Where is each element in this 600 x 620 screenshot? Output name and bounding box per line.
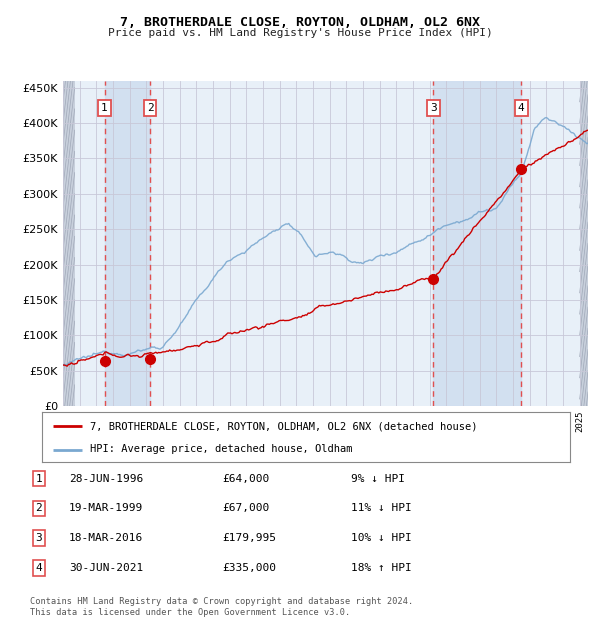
Bar [104,81,150,406]
Text: 1: 1 [35,474,43,484]
Bar [580,81,588,406]
Text: 4: 4 [518,104,524,113]
Text: 2: 2 [35,503,43,513]
Text: 2: 2 [146,104,154,113]
Text: Price paid vs. HM Land Registry's House Price Index (HPI): Price paid vs. HM Land Registry's House … [107,28,493,38]
Text: 3: 3 [430,104,437,113]
Text: 18% ↑ HPI: 18% ↑ HPI [351,563,412,573]
Text: £67,000: £67,000 [222,503,269,513]
Text: £64,000: £64,000 [222,474,269,484]
Text: 30-JUN-2021: 30-JUN-2021 [69,563,143,573]
Text: 9% ↓ HPI: 9% ↓ HPI [351,474,405,484]
Text: 4: 4 [35,563,43,573]
Bar [63,81,74,406]
Text: 7, BROTHERDALE CLOSE, ROYTON, OLDHAM, OL2 6NX: 7, BROTHERDALE CLOSE, ROYTON, OLDHAM, OL… [120,16,480,29]
Text: 11% ↓ HPI: 11% ↓ HPI [351,503,412,513]
Text: £179,995: £179,995 [222,533,276,543]
Text: Contains HM Land Registry data © Crown copyright and database right 2024.
This d: Contains HM Land Registry data © Crown c… [30,598,413,617]
Text: 7, BROTHERDALE CLOSE, ROYTON, OLDHAM, OL2 6NX (detached house): 7, BROTHERDALE CLOSE, ROYTON, OLDHAM, OL… [89,421,477,431]
Text: 3: 3 [35,533,43,543]
Text: 10% ↓ HPI: 10% ↓ HPI [351,533,412,543]
Text: 19-MAR-1999: 19-MAR-1999 [69,503,143,513]
Text: 18-MAR-2016: 18-MAR-2016 [69,533,143,543]
Text: 28-JUN-1996: 28-JUN-1996 [69,474,143,484]
Text: £335,000: £335,000 [222,563,276,573]
Text: 1: 1 [101,104,108,113]
Text: HPI: Average price, detached house, Oldham: HPI: Average price, detached house, Oldh… [89,445,352,454]
Bar [433,81,521,406]
